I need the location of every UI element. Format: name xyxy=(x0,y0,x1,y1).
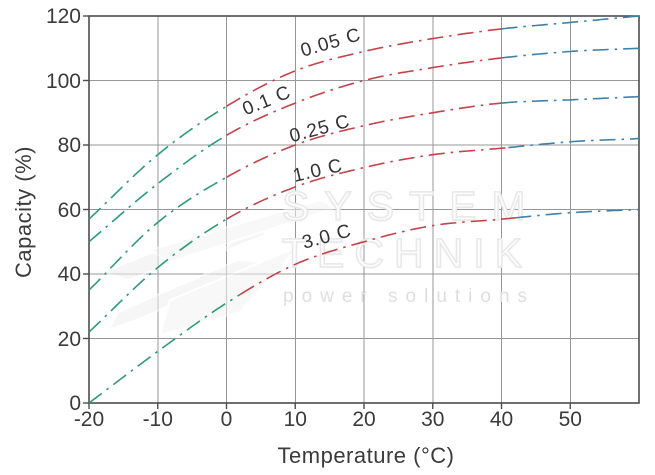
x-tick-label: 20 xyxy=(352,408,376,431)
curve-3.0C-warm xyxy=(239,217,516,296)
y-tick-label: 20 xyxy=(57,327,81,351)
x-tick-label: -10 xyxy=(142,408,173,431)
curve-1.0C-warm xyxy=(226,146,509,220)
curve-0.25C-cold xyxy=(88,176,227,291)
y-tick-label: 40 xyxy=(57,263,81,286)
y-tick-label: 80 xyxy=(57,134,81,157)
curve-0.05C-hot xyxy=(501,15,640,30)
x-tick-label: 10 xyxy=(283,408,307,431)
curve-0.25C-hot xyxy=(501,95,640,104)
x-tick-label: 30 xyxy=(421,408,445,431)
y-tick-label: 100 xyxy=(45,69,81,93)
curve-1.0C-cold xyxy=(88,218,227,333)
x-tick-label: 0 xyxy=(220,408,233,431)
curve-0.05C-cold xyxy=(88,105,227,220)
curve-3.0C-hot xyxy=(515,208,640,219)
y-tick-label: 0 xyxy=(69,392,81,415)
curve-3.0C-cold xyxy=(88,293,241,404)
x-axis-title: Temperature (°C) xyxy=(277,443,455,468)
x-tick-label: -20 xyxy=(73,408,105,431)
x-tick-label: 40 xyxy=(489,408,514,431)
curve-1.0C-hot xyxy=(508,137,640,149)
x-tick-label: 50 xyxy=(558,408,582,431)
curve-0.1C-hot xyxy=(501,47,640,59)
y-tick-label: 120 xyxy=(45,5,81,28)
y-tick-label: 60 xyxy=(57,198,81,222)
